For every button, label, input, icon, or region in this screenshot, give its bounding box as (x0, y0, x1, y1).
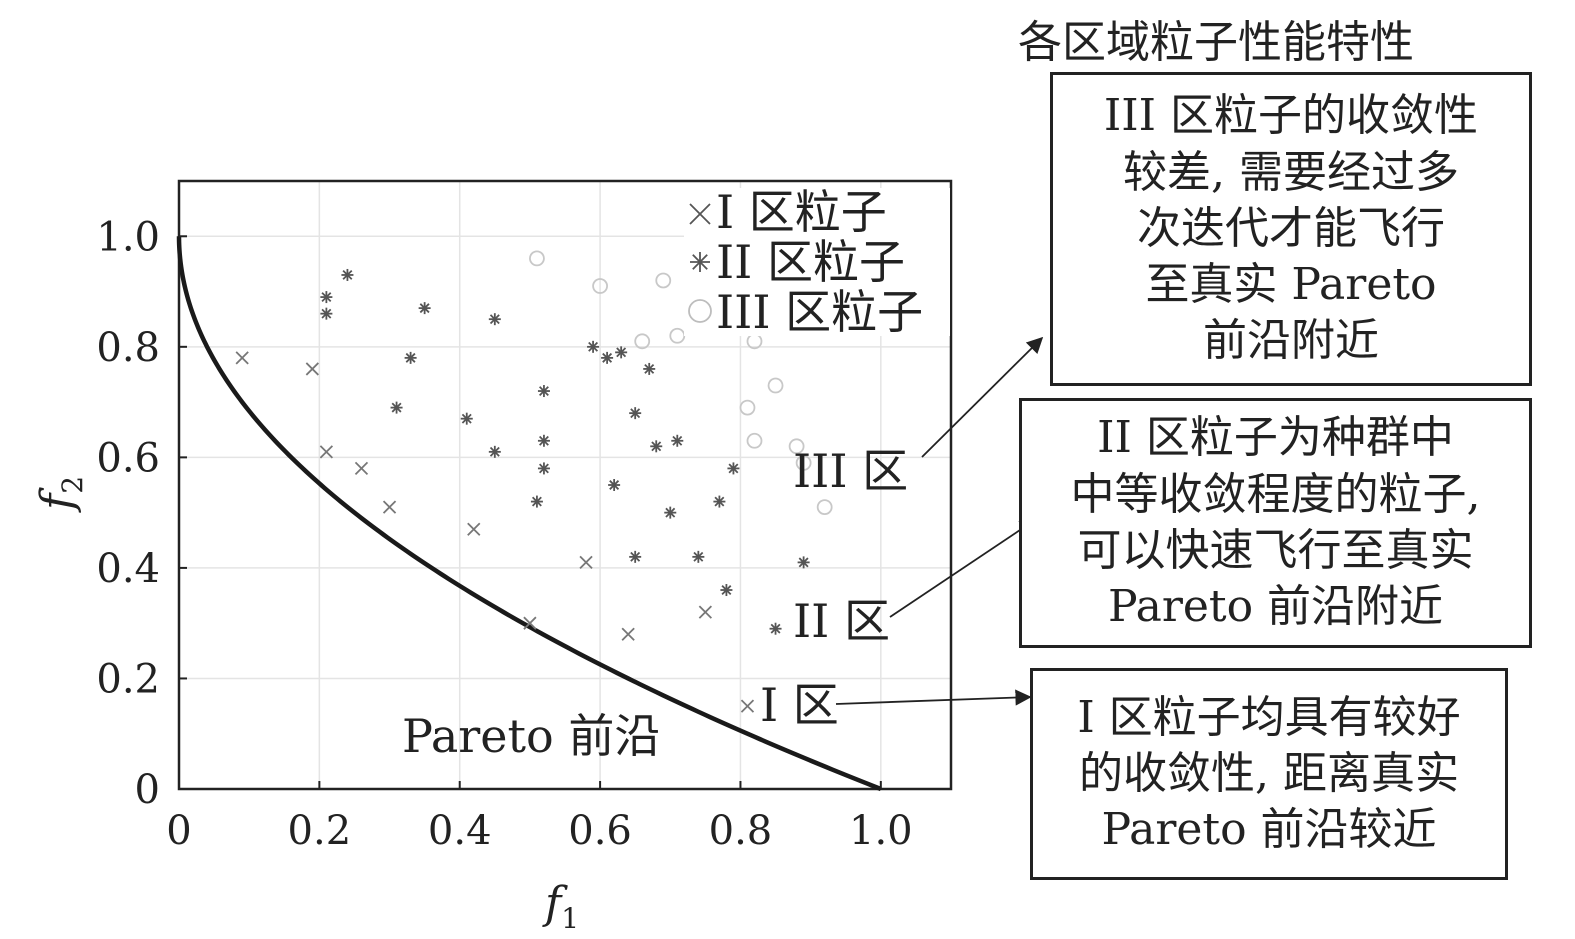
axis-ticks: 0 0.2 0.4 0.6 0.8 1.0 0 0.2 0.4 0.6 0.8 1.0 (96, 214, 912, 854)
point-s1-16 (615, 346, 628, 359)
note-region-ii-text: II 区粒子为种群中 中等收敛程度的粒子, 可以快速飞行至真实 Pareto 前… (1070, 412, 1481, 633)
point-s0-2 (319, 445, 334, 459)
x-tick-label-1: 0.2 (288, 808, 352, 854)
point-s1-26 (727, 462, 740, 475)
y-tick-label-4: 0.8 (96, 325, 160, 371)
point-s2-3 (634, 333, 651, 350)
x-tick-label-5: 1.0 (849, 808, 913, 854)
point-s0-3 (354, 461, 369, 476)
pareto-front-curve (176, 236, 882, 792)
point-s2-2 (655, 272, 672, 289)
point-s0-9 (698, 605, 713, 619)
note-region-i: I 区粒子均具有较好 的收敛性, 距离真实 Pareto 前沿较近 (1030, 668, 1508, 880)
point-s1-21 (664, 506, 677, 519)
point-s0-10 (740, 699, 755, 713)
point-s1-18 (629, 550, 642, 563)
legend-marker-shape-1 (690, 252, 710, 272)
point-s1-0 (320, 291, 333, 304)
point-s2-0 (529, 250, 545, 267)
point-s1-15 (608, 479, 621, 491)
point-s1-14 (601, 351, 614, 364)
point-s0-0 (235, 351, 249, 365)
x-axis-label: f1 (542, 878, 579, 935)
point-s2-10 (795, 454, 812, 471)
region-label-iii: III 区 (793, 444, 908, 498)
x-tick-label-3: 0.6 (568, 808, 632, 854)
point-s1-17 (629, 407, 642, 420)
point-s1-1 (320, 307, 333, 320)
point-s1-20 (650, 440, 663, 453)
y-tick-label-2: 0.4 (96, 546, 160, 592)
point-s1-11 (537, 434, 550, 447)
point-s2-6 (739, 399, 756, 416)
legend-marker-shape-0 (689, 203, 711, 225)
point-s0-5 (467, 522, 481, 536)
y-tick-label-1: 0.2 (96, 656, 160, 702)
point-s2-11 (816, 499, 833, 516)
y-tick-label-0: 0 (135, 767, 160, 813)
point-s1-24 (713, 495, 726, 508)
legend-marker-i (689, 203, 711, 225)
point-s1-10 (537, 385, 550, 398)
point-s2-9 (788, 438, 805, 455)
x-tick-label-0: 0 (166, 808, 191, 854)
legend-label-iii: III 区粒子 (716, 285, 923, 339)
legend-background (684, 188, 950, 336)
x-tick-label-4: 0.8 (709, 808, 773, 854)
point-s1-8 (488, 445, 501, 458)
point-s1-28 (797, 556, 810, 569)
y-tick-label-3: 0.6 (96, 435, 160, 481)
point-s0-7 (579, 555, 593, 570)
legend-marker-ii (690, 252, 710, 272)
point-s1-25 (720, 584, 733, 597)
note-region-iii-text: III 区粒子的收敛性 较差, 需要经过多 次迭代才能飞行 至真实 Pareto… (1103, 90, 1479, 367)
legend-label-i: I 区粒子 (716, 185, 887, 239)
arrow-region-iii (921, 336, 1044, 458)
point-s1-27 (769, 622, 782, 635)
point-s1-6 (460, 412, 473, 425)
note-region-ii: II 区粒子为种群中 中等收敛程度的粒子, 可以快速飞行至真实 Pareto 前… (1019, 398, 1532, 648)
region-label-ii: II 区 (793, 594, 890, 648)
scatter-points (235, 250, 833, 713)
arrow-region-i (835, 689, 1032, 706)
x-tick-label-2: 0.4 (428, 808, 492, 854)
note-region-iii: III 区粒子的收敛性 较差, 需要经过多 次迭代才能飞行 至真实 Pareto… (1050, 72, 1532, 386)
plot-frame (177, 179, 953, 791)
point-s1-19 (643, 362, 656, 375)
point-s2-4 (669, 327, 686, 344)
point-s0-6 (523, 616, 537, 630)
arrow-region-ii (889, 519, 1037, 618)
pareto-front-layer (176, 236, 882, 792)
legend-label-ii: II 区粒子 (716, 235, 905, 289)
point-s1-23 (692, 550, 705, 563)
y-tick-label-5: 1.0 (96, 214, 160, 260)
point-s1-7 (488, 313, 501, 326)
point-s2-7 (746, 432, 763, 449)
point-s1-22 (671, 434, 684, 447)
point-s2-1 (592, 278, 608, 294)
pareto-front-label: Pareto 前沿 (402, 709, 660, 763)
y-axis-label: f2 (32, 476, 89, 513)
point-s1-9 (530, 495, 543, 508)
point-s1-5 (418, 302, 431, 315)
point-s1-13 (587, 340, 600, 353)
point-s1-2 (341, 268, 354, 281)
point-s0-8 (621, 627, 635, 641)
point-s1-3 (390, 401, 403, 414)
point-s0-4 (382, 500, 397, 514)
region-label-i: I 区 (760, 678, 839, 732)
panel-heading: 各区域粒子性能特性 (1018, 17, 1414, 68)
point-s1-12 (537, 462, 550, 475)
legend: I 区粒子 II 区粒子 III 区粒子 (684, 185, 950, 339)
point-s1-4 (404, 351, 417, 364)
point-s0-1 (305, 362, 319, 376)
legend-marker-iii (688, 299, 712, 323)
legend-marker-shape-2 (688, 299, 712, 323)
note-region-i-text: I 区粒子均具有较好 的收敛性, 距离真实 Pareto 前沿较近 (1077, 691, 1461, 856)
point-s2-8 (767, 377, 784, 394)
